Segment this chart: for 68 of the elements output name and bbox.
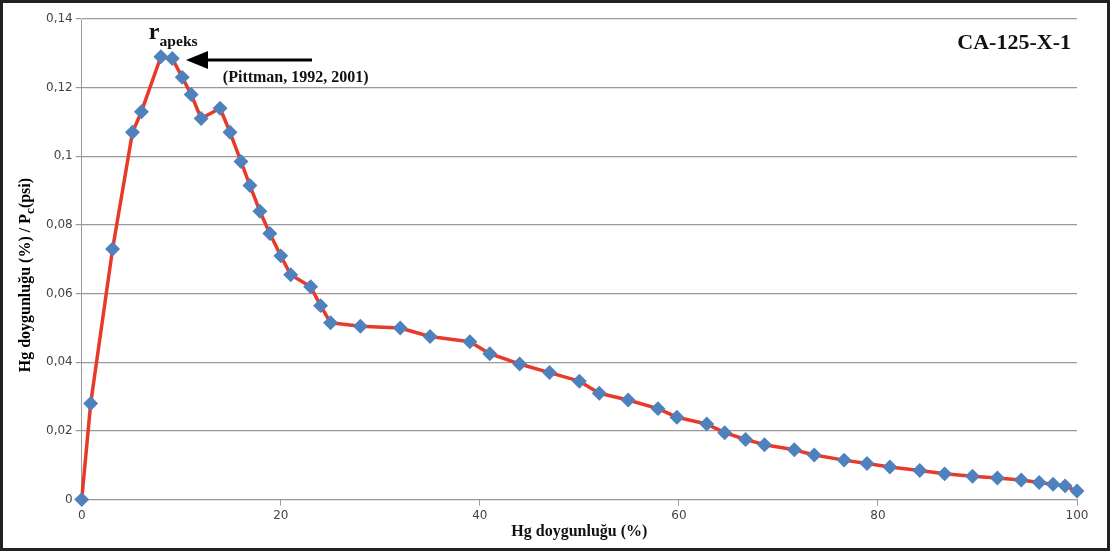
y-tick-label: 0,12 bbox=[46, 79, 73, 94]
point bbox=[965, 469, 980, 484]
x-tick-label: 0 bbox=[77, 507, 86, 522]
point bbox=[621, 393, 635, 407]
y-tick-label: 0,1 bbox=[53, 148, 73, 163]
point bbox=[263, 226, 277, 241]
point bbox=[512, 357, 527, 371]
point bbox=[1014, 473, 1029, 487]
point bbox=[154, 50, 168, 64]
point bbox=[483, 346, 497, 361]
point bbox=[83, 396, 98, 411]
point bbox=[700, 417, 714, 431]
point bbox=[787, 443, 802, 457]
point bbox=[175, 70, 189, 85]
point bbox=[243, 178, 257, 193]
point bbox=[717, 425, 732, 440]
point bbox=[213, 101, 227, 115]
point bbox=[74, 492, 89, 507]
annotation: (Pittman, 1992, 2001) bbox=[222, 67, 369, 86]
point bbox=[353, 319, 368, 333]
point bbox=[670, 410, 684, 424]
x-tick-label: 80 bbox=[870, 507, 886, 522]
point bbox=[990, 471, 1005, 485]
point bbox=[651, 401, 665, 416]
x-tick-label: 100 bbox=[1065, 507, 1089, 522]
y-tick-label: 0,08 bbox=[46, 217, 73, 232]
text: CA-125-X-1 bbox=[957, 29, 1071, 54]
point bbox=[253, 204, 267, 218]
point bbox=[303, 280, 318, 294]
y-tick-label: 0,02 bbox=[46, 423, 73, 438]
point bbox=[223, 125, 237, 140]
y-tick-label: 0,04 bbox=[46, 354, 73, 369]
point bbox=[807, 448, 821, 462]
point bbox=[542, 365, 557, 380]
point bbox=[165, 51, 180, 66]
point bbox=[134, 104, 149, 119]
point bbox=[860, 456, 874, 471]
point bbox=[1058, 479, 1072, 493]
x-tick-label: 20 bbox=[273, 507, 289, 522]
point bbox=[572, 374, 587, 388]
point bbox=[194, 111, 208, 126]
point bbox=[937, 467, 952, 481]
point bbox=[323, 316, 338, 330]
point bbox=[105, 242, 120, 256]
point bbox=[837, 453, 851, 467]
point bbox=[393, 321, 407, 335]
point bbox=[184, 87, 198, 102]
point bbox=[1070, 484, 1084, 498]
point bbox=[234, 154, 248, 169]
x-tick-label: 60 bbox=[671, 507, 687, 522]
point bbox=[913, 463, 927, 478]
point bbox=[313, 298, 328, 313]
point bbox=[1046, 477, 1060, 491]
y-tick-label: 0,06 bbox=[46, 285, 73, 300]
point bbox=[592, 386, 607, 400]
x-axis-title: Hg doygunluğu (%) bbox=[511, 521, 648, 540]
y-tick-label: 0,14 bbox=[46, 11, 73, 26]
point bbox=[463, 334, 477, 349]
point bbox=[883, 460, 897, 474]
point bbox=[274, 249, 288, 263]
point bbox=[1032, 475, 1046, 490]
point bbox=[423, 329, 437, 344]
point bbox=[738, 432, 753, 447]
y-tick-label: 0 bbox=[65, 491, 73, 506]
point bbox=[283, 268, 298, 282]
x-tick-label: 40 bbox=[472, 507, 488, 522]
point bbox=[757, 437, 772, 452]
point bbox=[125, 125, 140, 140]
